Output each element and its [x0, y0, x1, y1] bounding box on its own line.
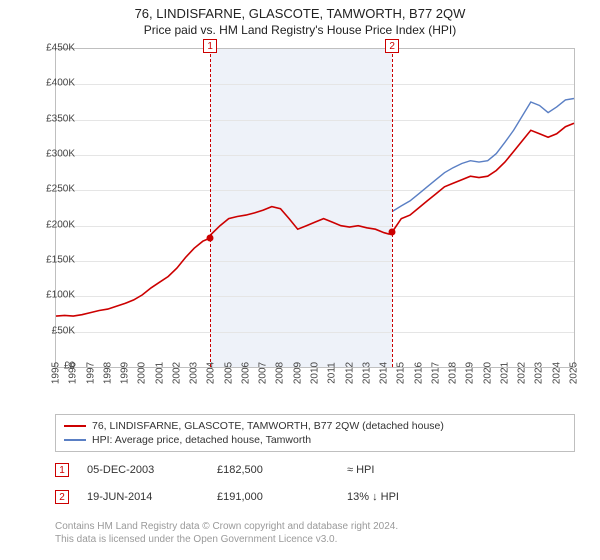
sale-delta: ≈ HPI — [347, 464, 477, 476]
legend: 76, LINDISFARNE, GLASCOTE, TAMWORTH, B77… — [55, 414, 575, 452]
y-axis-label: £0 — [25, 361, 75, 372]
marker-line — [210, 49, 211, 367]
footer-attribution: Contains HM Land Registry data © Crown c… — [55, 520, 575, 546]
legend-item-hpi: HPI: Average price, detached house, Tamw… — [64, 433, 566, 447]
y-axis-label: £400K — [25, 78, 75, 89]
sale-marker-1: 1 — [55, 463, 69, 477]
marker-dot — [207, 235, 214, 242]
chart-title: 76, LINDISFARNE, GLASCOTE, TAMWORTH, B77… — [0, 6, 600, 21]
sale-price: £191,000 — [217, 491, 347, 503]
sale-date: 05-DEC-2003 — [87, 464, 217, 476]
marker-dot — [389, 229, 396, 236]
marker-badge: 2 — [385, 39, 399, 53]
series-subject — [56, 123, 574, 316]
legend-swatch-hpi — [64, 439, 86, 441]
y-axis-label: £150K — [25, 255, 75, 266]
sale-row: 1 05-DEC-2003 £182,500 ≈ HPI — [55, 463, 575, 477]
marker-line — [392, 49, 393, 367]
sale-delta: 13% ↓ HPI — [347, 491, 477, 503]
chart-subtitle: Price paid vs. HM Land Registry's House … — [0, 23, 600, 37]
legend-label-subject: 76, LINDISFARNE, GLASCOTE, TAMWORTH, B77… — [92, 420, 444, 432]
y-axis-label: £50K — [25, 325, 75, 336]
footer-line-1: Contains HM Land Registry data © Crown c… — [55, 520, 575, 533]
sale-date: 19-JUN-2014 — [87, 491, 217, 503]
legend-item-subject: 76, LINDISFARNE, GLASCOTE, TAMWORTH, B77… — [64, 419, 566, 433]
y-axis-label: £350K — [25, 113, 75, 124]
legend-label-hpi: HPI: Average price, detached house, Tamw… — [92, 434, 311, 446]
sale-marker-2: 2 — [55, 490, 69, 504]
series-hpi — [392, 99, 574, 212]
footer-line-2: This data is licensed under the Open Gov… — [55, 533, 575, 546]
y-axis-label: £450K — [25, 43, 75, 54]
y-axis-label: £250K — [25, 184, 75, 195]
y-axis-label: £300K — [25, 149, 75, 160]
y-axis-label: £100K — [25, 290, 75, 301]
chart-plot-area: 1995199619971998199920002001200220032004… — [55, 48, 575, 368]
y-axis-label: £200K — [25, 219, 75, 230]
legend-swatch-subject — [64, 425, 86, 427]
sale-price: £182,500 — [217, 464, 347, 476]
marker-badge: 1 — [203, 39, 217, 53]
sale-row: 2 19-JUN-2014 £191,000 13% ↓ HPI — [55, 490, 575, 504]
